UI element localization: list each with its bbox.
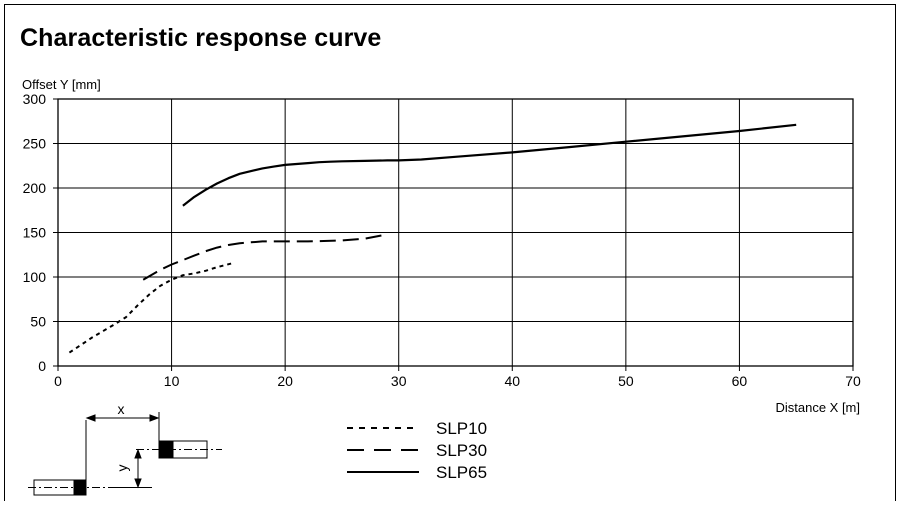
x-tick-label: 10 bbox=[164, 373, 180, 389]
x-tick-label: 40 bbox=[504, 373, 520, 389]
sensor-arrangement-diagram bbox=[28, 412, 222, 496]
y-axis-label: Offset Y [mm] bbox=[22, 77, 101, 92]
x-axis-label: Distance X [m] bbox=[775, 400, 860, 415]
y-arrow-bottom bbox=[134, 478, 142, 489]
series-line-slp30 bbox=[142, 233, 388, 281]
x-arrow-left bbox=[85, 414, 96, 422]
y-arrow-top bbox=[134, 448, 142, 459]
x-tick-label: 20 bbox=[277, 373, 293, 389]
y-dimension-label: y bbox=[114, 465, 130, 472]
x-tick-label: 0 bbox=[54, 373, 62, 389]
x-tick-label: 60 bbox=[732, 373, 748, 389]
x-tick-label: 70 bbox=[845, 373, 861, 389]
x-tick-label: 30 bbox=[391, 373, 407, 389]
chart-title: Characteristic response curve bbox=[20, 24, 382, 52]
axis-ticks: 0 10 20 30 40 50 60 70 0 50 100 150 200 250 300 bbox=[23, 91, 861, 389]
series-line-slp65 bbox=[182, 123, 797, 207]
figure-frame bbox=[4, 4, 896, 501]
y-tick-label: 0 bbox=[38, 358, 46, 374]
x-arrow-right bbox=[149, 414, 160, 422]
y-tick-label: 200 bbox=[23, 180, 47, 196]
grid bbox=[57, 98, 854, 367]
series-line-slp10 bbox=[68, 261, 235, 354]
legend: SLP10 SLP30 SLP65 bbox=[347, 419, 487, 482]
y-tick-label: 50 bbox=[30, 314, 46, 330]
x-dimension-label: x bbox=[118, 401, 125, 417]
y-tick-label: 250 bbox=[23, 136, 47, 152]
y-tick-label: 300 bbox=[23, 91, 47, 107]
legend-label-slp65: SLP65 bbox=[436, 463, 487, 482]
series-lines bbox=[68, 123, 797, 354]
legend-label-slp10: SLP10 bbox=[436, 419, 487, 438]
x-tick-label: 50 bbox=[618, 373, 634, 389]
y-tick-label: 150 bbox=[23, 225, 47, 241]
y-tick-label: 100 bbox=[23, 269, 47, 285]
legend-label-slp30: SLP30 bbox=[436, 441, 487, 460]
